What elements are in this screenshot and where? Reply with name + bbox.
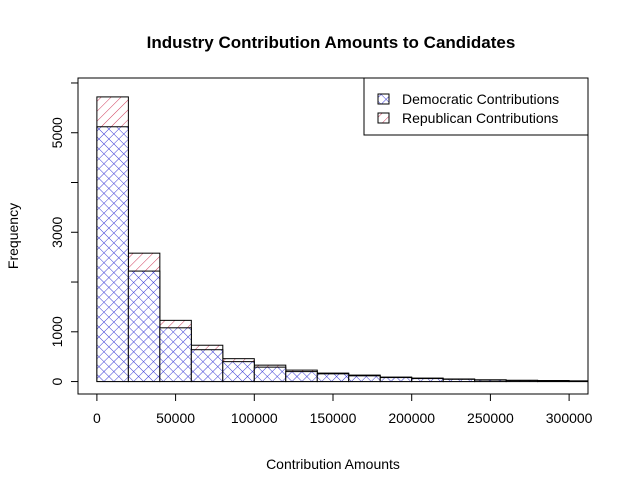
- legend-swatch-republican: [377, 112, 390, 124]
- bar-democratic: [442, 378, 476, 383]
- x-tick-label: 0: [93, 410, 101, 426]
- bar-democratic: [127, 270, 161, 383]
- x-tick-label: 150000: [310, 410, 357, 426]
- chart-title: Industry Contribution Amounts to Candida…: [147, 33, 516, 52]
- x-axis: 0 50000 100000 150000 200000 250000 300000: [93, 393, 593, 426]
- bar-democratic: [159, 327, 192, 383]
- bar-democratic: [96, 126, 129, 383]
- bars-layer: [96, 96, 589, 383]
- bar-democratic: [348, 375, 381, 383]
- x-axis-label: Contribution Amounts: [266, 456, 400, 472]
- bar-democratic: [222, 361, 255, 383]
- x-tick-label: 200000: [388, 410, 435, 426]
- legend-box: [363, 77, 589, 136]
- y-axis: 0 1000 3000 5000: [49, 82, 79, 385]
- bar-democratic: [190, 349, 224, 383]
- y-tick-label: 1000: [49, 316, 65, 347]
- bar-democratic: [505, 379, 539, 383]
- bar-democratic: [411, 378, 444, 383]
- bar-democratic: [537, 380, 570, 383]
- bar-democratic: [285, 371, 318, 383]
- x-tick-label: 250000: [467, 410, 514, 426]
- y-tick-label: 5000: [49, 117, 65, 148]
- legend-swatch-democratic: [377, 93, 390, 105]
- y-tick-label: 0: [49, 377, 65, 385]
- bar-democratic: [316, 373, 350, 383]
- bar-democratic: [253, 366, 287, 383]
- y-tick-label: 3000: [49, 216, 65, 247]
- bar-democratic: [379, 377, 413, 383]
- x-tick-label: 50000: [156, 410, 195, 426]
- x-tick-label: 100000: [231, 410, 278, 426]
- x-tick-label: 300000: [546, 410, 593, 426]
- y-axis-label: Frequency: [5, 203, 21, 269]
- legend: Democratic Contributions Republican Cont…: [363, 77, 589, 136]
- bar-democratic: [474, 379, 507, 383]
- legend-label-republican: Republican Contributions: [402, 110, 558, 126]
- legend-label-democratic: Democratic Contributions: [402, 91, 559, 107]
- bar-democratic: [568, 380, 589, 383]
